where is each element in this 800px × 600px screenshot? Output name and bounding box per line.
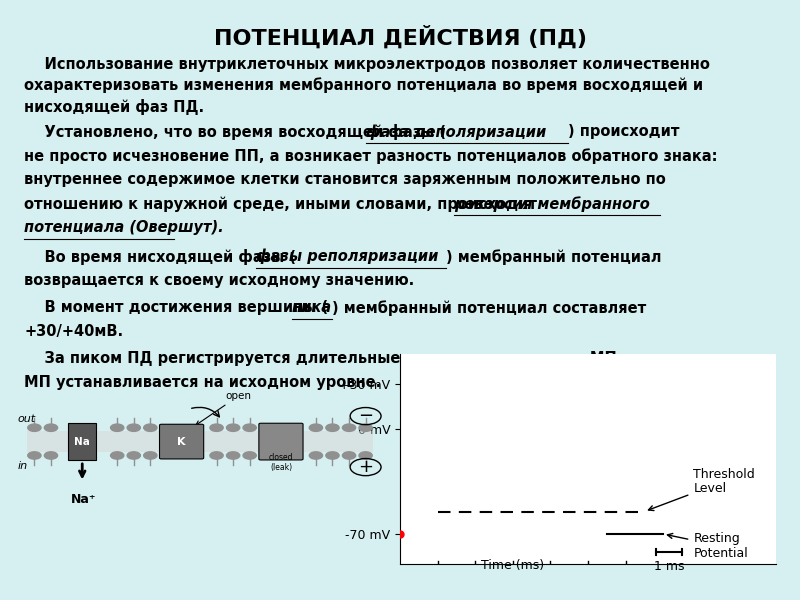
FancyBboxPatch shape — [259, 423, 303, 460]
Text: open: open — [196, 391, 252, 425]
Circle shape — [310, 424, 322, 431]
Text: В момент достижения вершины (: В момент достижения вершины ( — [24, 300, 328, 315]
Circle shape — [44, 424, 58, 431]
Text: +30/+40мВ.: +30/+40мВ. — [24, 324, 123, 339]
Text: 1 ms: 1 ms — [654, 559, 684, 572]
Circle shape — [110, 424, 124, 431]
Text: ) происходит: ) происходит — [568, 124, 679, 139]
Circle shape — [210, 452, 223, 459]
Circle shape — [359, 452, 372, 459]
Text: Time (ms): Time (ms) — [482, 559, 544, 572]
FancyBboxPatch shape — [159, 424, 204, 459]
Text: пика: пика — [292, 300, 332, 315]
Circle shape — [127, 452, 140, 459]
Circle shape — [226, 424, 240, 431]
Circle shape — [44, 452, 58, 459]
Text: Na: Na — [74, 437, 90, 446]
Text: ) мембранный потенциал: ) мембранный потенциал — [446, 249, 662, 265]
Text: Установлено, что во время восходящей фазы (: Установлено, что во время восходящей фаз… — [24, 124, 446, 140]
Text: out: out — [18, 414, 36, 424]
Circle shape — [28, 452, 41, 459]
Text: +: + — [358, 458, 373, 476]
Circle shape — [210, 424, 223, 431]
Circle shape — [326, 452, 339, 459]
Text: Resting
Potential: Resting Potential — [667, 532, 748, 560]
Text: Na⁺: Na⁺ — [71, 493, 97, 506]
Text: in: in — [18, 461, 28, 471]
Text: фазы реполяризации: фазы реполяризации — [256, 249, 438, 265]
Text: Threshold
Level: Threshold Level — [649, 467, 755, 511]
Text: closed
(leak): closed (leak) — [269, 453, 294, 472]
Text: ПОТЕНЦИАЛ ДЕЙСТВИЯ (ПД): ПОТЕНЦИАЛ ДЕЙСТВИЯ (ПД) — [214, 25, 586, 49]
Text: потенциала (Овершут).: потенциала (Овершут). — [24, 220, 224, 235]
Bar — [68, 423, 96, 460]
Circle shape — [127, 424, 140, 431]
Text: отношению к наружной среде, иными словами, происходит: отношению к наружной среде, иными словам… — [24, 196, 542, 212]
Text: Во время нисходящей фазы (: Во время нисходящей фазы ( — [24, 249, 296, 265]
Bar — [27, 431, 373, 452]
Text: ) мембранный потенциал составляет: ) мембранный потенциал составляет — [332, 300, 646, 316]
Text: реверсия мембранного: реверсия мембранного — [454, 196, 650, 212]
Text: возвращается к своему исходному значению.: возвращается к своему исходному значению… — [24, 273, 414, 288]
Circle shape — [28, 424, 41, 431]
Circle shape — [243, 424, 256, 431]
Circle shape — [310, 452, 322, 459]
Text: МП устанавливается на исходном уровне.: МП устанавливается на исходном уровне. — [24, 375, 382, 390]
Circle shape — [326, 424, 339, 431]
Text: не просто исчезновение ПП, а возникает разность потенциалов обратного знака:: не просто исчезновение ПП, а возникает р… — [24, 148, 718, 164]
Text: Использование внутриклеточных микроэлектродов позволяет количественно
охарактери: Использование внутриклеточных микроэлект… — [24, 57, 710, 115]
Circle shape — [110, 452, 124, 459]
Circle shape — [342, 424, 356, 431]
Text: −: − — [358, 407, 373, 425]
Circle shape — [359, 424, 372, 431]
Circle shape — [144, 452, 157, 459]
Circle shape — [226, 452, 240, 459]
Text: фаза деполяризации: фаза деполяризации — [366, 124, 546, 140]
Text: K: K — [178, 437, 186, 446]
Circle shape — [243, 452, 256, 459]
Text: За пиком ПД регистрируется длительные следовые изменения МП, после чего: За пиком ПД регистрируется длительные сл… — [24, 351, 720, 366]
Circle shape — [342, 452, 356, 459]
Circle shape — [144, 424, 157, 431]
Text: внутреннее содержимое клетки становится заряженным положительно по: внутреннее содержимое клетки становится … — [24, 172, 666, 187]
